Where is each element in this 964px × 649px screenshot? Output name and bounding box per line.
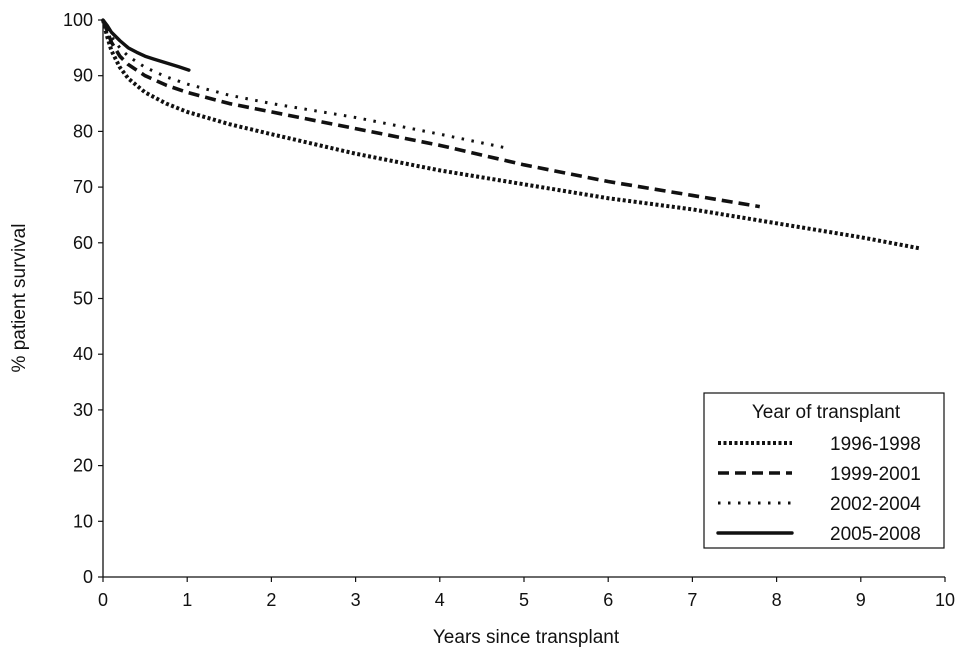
legend: Year of transplant 1996-1998 1999-2001 200… xyxy=(703,392,945,549)
legend-title: Year of transplant xyxy=(752,402,901,423)
x-tick-label: 5 xyxy=(519,590,529,610)
legend-label-2002-2004: 2002-2004 xyxy=(830,494,921,515)
y-axis-title: % patient survival xyxy=(9,224,30,373)
x-tick-label: 9 xyxy=(856,590,866,610)
x-tick-label: 8 xyxy=(772,590,782,610)
y-tick-label: 10 xyxy=(73,511,93,531)
y-tick-label: 100 xyxy=(63,10,93,30)
x-axis-title: Years since transplant xyxy=(433,627,620,648)
x-tick-label: 2 xyxy=(266,590,276,610)
x-tick-label: 7 xyxy=(687,590,697,610)
x-tick-label: 0 xyxy=(98,590,108,610)
y-tick-label: 80 xyxy=(73,121,93,141)
y-tick-label: 70 xyxy=(73,177,93,197)
legend-label-1999-2001: 1999-2001 xyxy=(830,464,921,485)
series-line-2005-2008 xyxy=(101,18,191,72)
y-tick-label: 30 xyxy=(73,400,93,420)
series-line-1999-2001 xyxy=(101,19,761,209)
axes: 0 10 20 30 40 50 60 70 80 90 100 0 1 2 3 4 5 6 7 8 9 10 xyxy=(63,10,955,610)
y-tick-label: 60 xyxy=(73,233,93,253)
legend-box xyxy=(703,392,945,549)
series-line-2002-2004 xyxy=(101,19,508,150)
x-tick-label: 6 xyxy=(603,590,613,610)
x-tick-label: 4 xyxy=(435,590,445,610)
y-tick-label: 20 xyxy=(73,456,93,476)
y-tick-label: 90 xyxy=(73,66,93,86)
y-tick-label: 40 xyxy=(73,344,93,364)
x-tick-label: 3 xyxy=(351,590,361,610)
x-tick-label: 1 xyxy=(182,590,192,610)
series-layer xyxy=(101,18,921,251)
y-tick-label: 50 xyxy=(73,289,93,309)
legend-label-1996-1998: 1996-1998 xyxy=(830,434,921,455)
legend-label-2005-2008: 2005-2008 xyxy=(830,524,921,545)
y-tick-label: 0 xyxy=(83,567,93,587)
x-tick-label: 10 xyxy=(935,590,955,610)
series-line-1996-1998 xyxy=(101,19,921,251)
